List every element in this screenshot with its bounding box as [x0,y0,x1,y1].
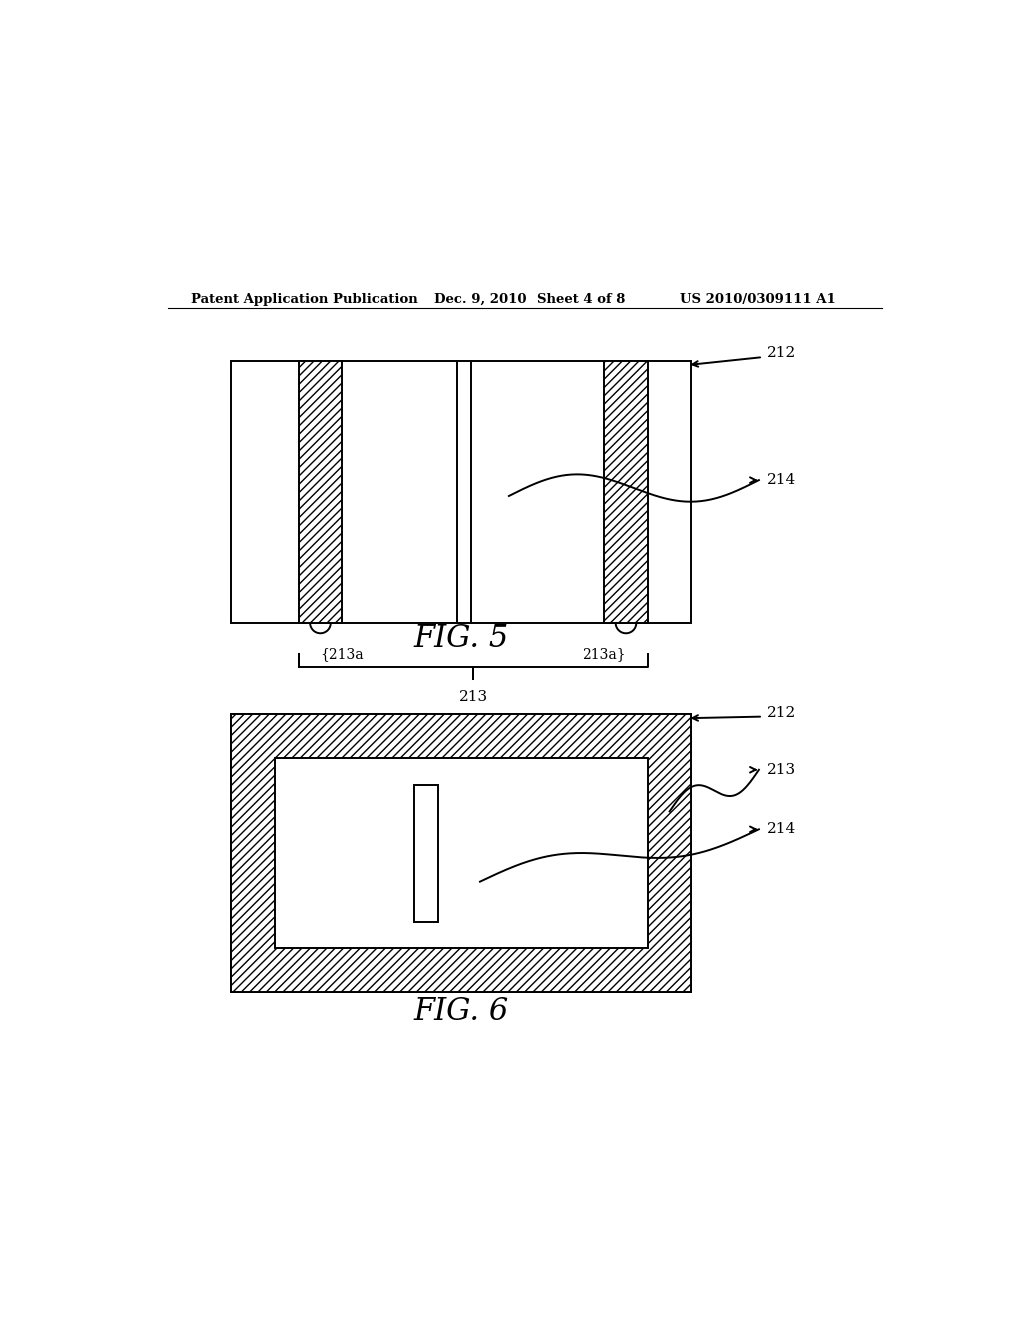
Bar [231,948,691,991]
Bar [231,758,274,948]
Text: Dec. 9, 2010: Dec. 9, 2010 [433,293,526,306]
Bar [231,714,691,991]
Bar [231,714,691,991]
Bar [299,362,342,623]
Text: 213: 213 [459,690,487,705]
Bar [414,784,437,921]
Text: 213: 213 [767,763,796,776]
Bar [274,758,648,948]
Bar [604,362,648,623]
Text: {213a: {213a [321,647,365,661]
Bar [231,362,691,623]
Text: US 2010/0309111 A1: US 2010/0309111 A1 [680,293,836,306]
Bar [231,714,691,758]
Bar [648,758,691,948]
Text: FIG. 5: FIG. 5 [414,623,509,655]
Text: 212: 212 [767,346,796,360]
Text: 213a}: 213a} [583,647,626,661]
Text: 212: 212 [767,706,796,719]
Text: FIG. 6: FIG. 6 [414,997,509,1027]
Text: 214: 214 [767,822,796,837]
Text: Patent Application Publication: Patent Application Publication [191,293,418,306]
Text: Sheet 4 of 8: Sheet 4 of 8 [537,293,625,306]
Text: 214: 214 [767,473,796,487]
